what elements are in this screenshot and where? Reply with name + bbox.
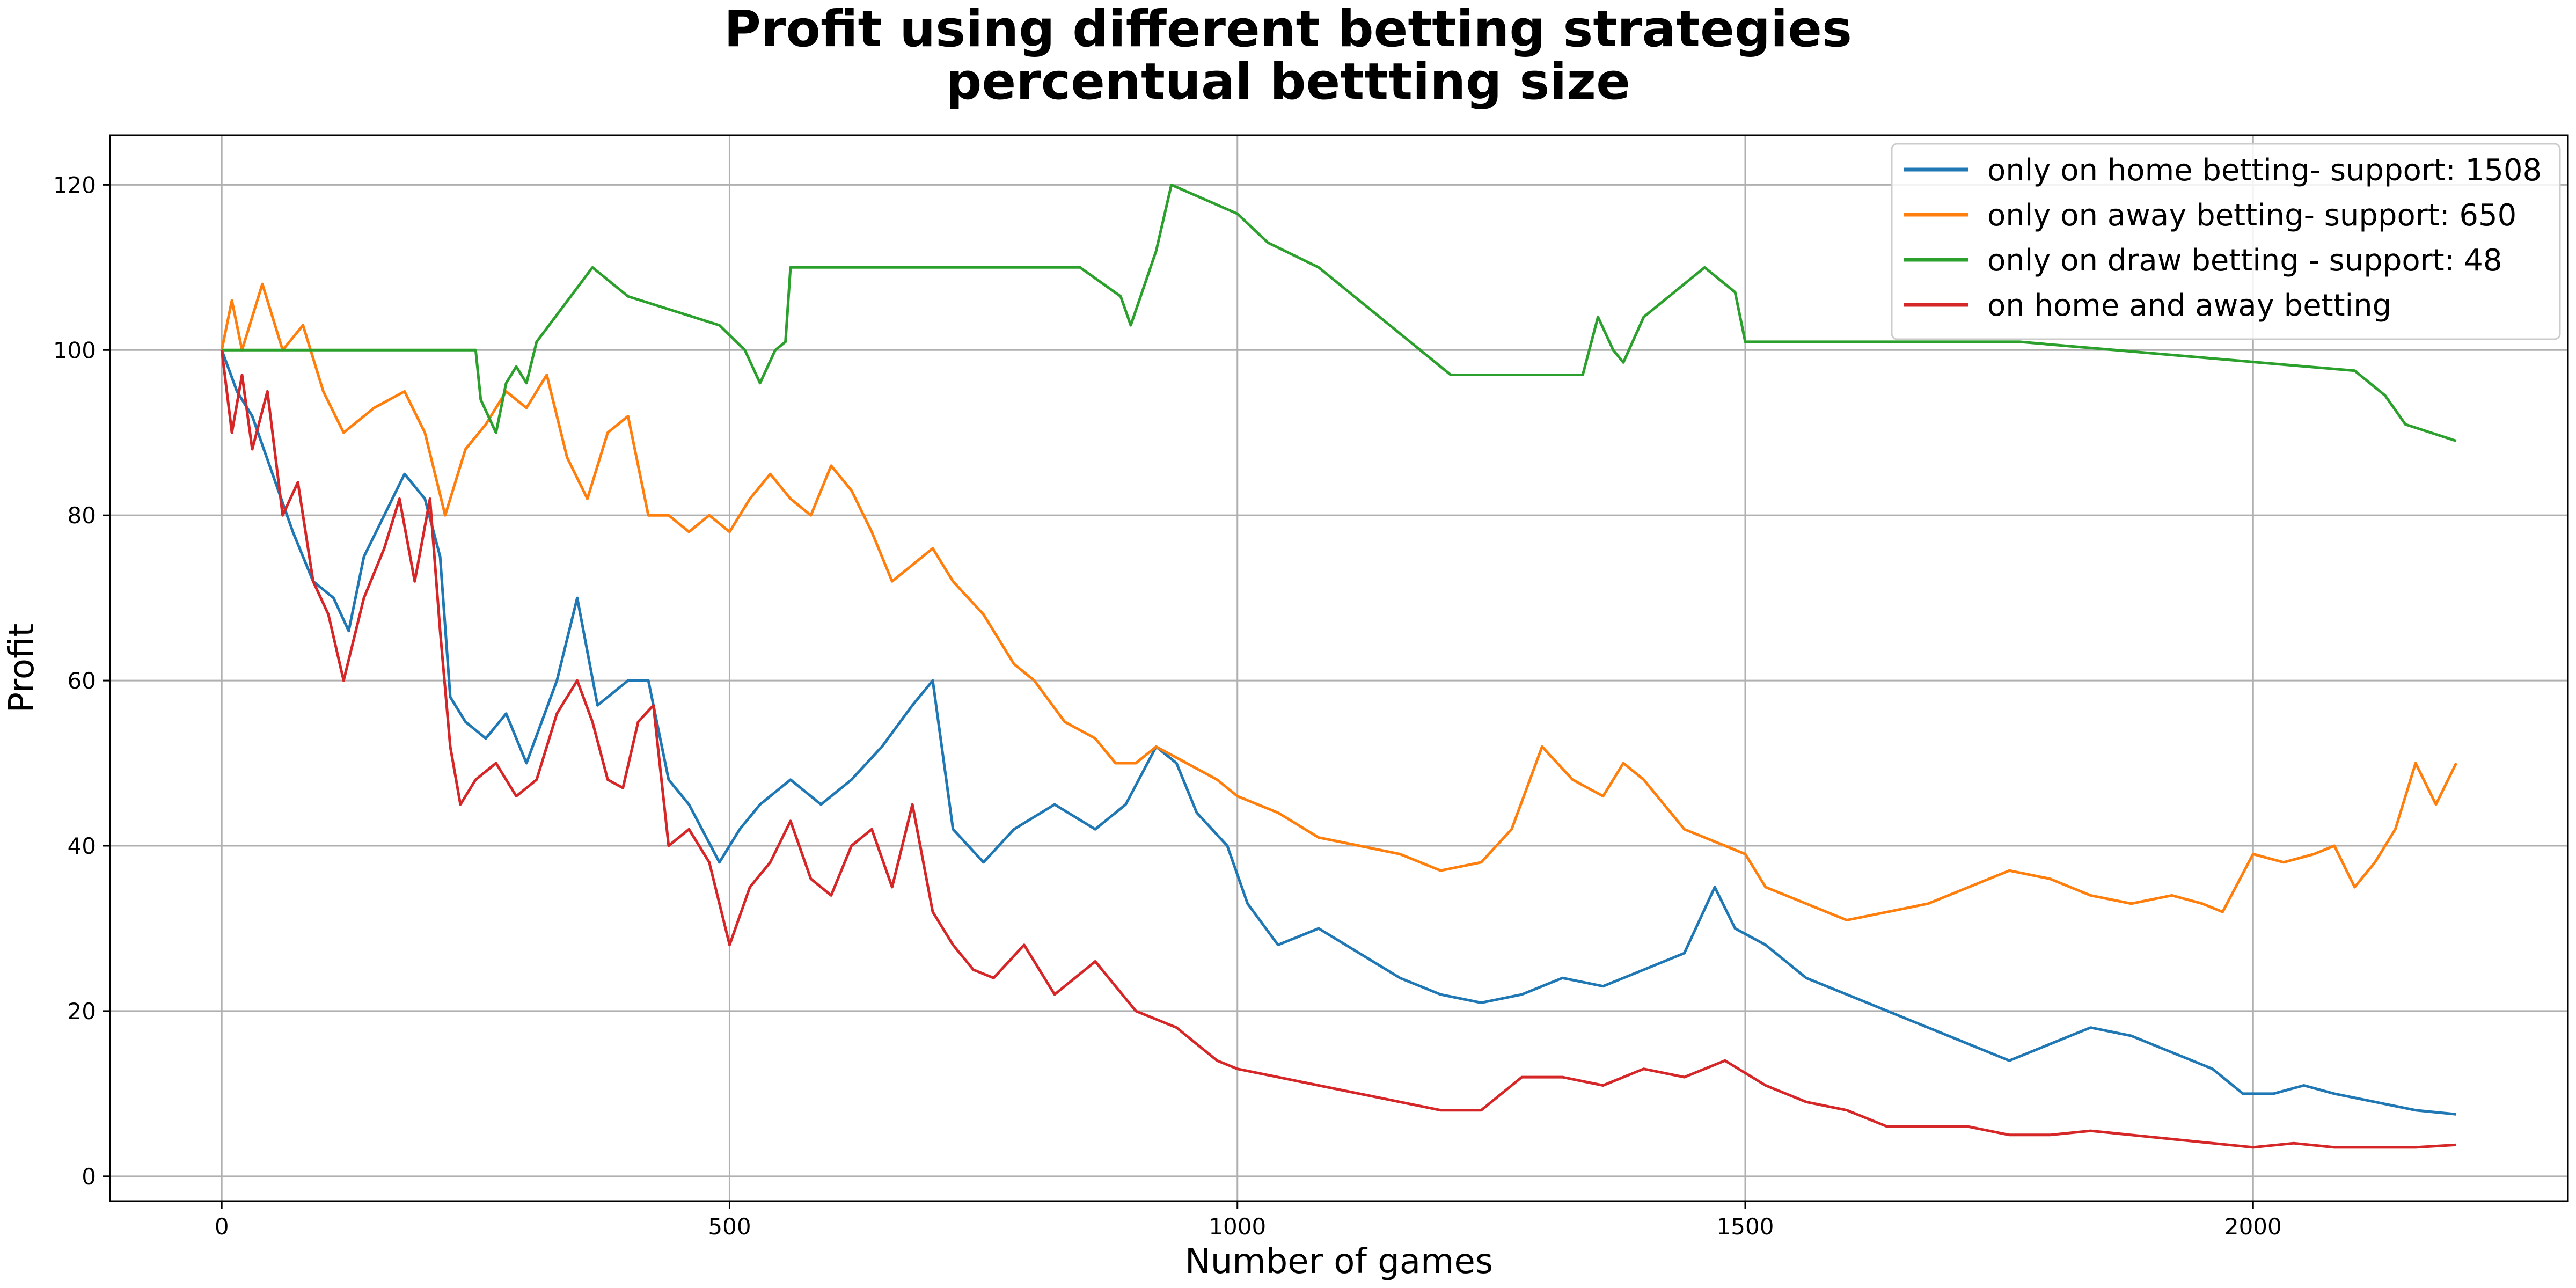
x-tick-label: 0 (215, 1213, 229, 1240)
series-line-3 (222, 183, 2457, 442)
y-tick-label: 40 (68, 833, 96, 859)
chart-subtitle: percentual bettting size (946, 53, 1630, 111)
y-axis: 0 20 40 60 80 100 120 (53, 172, 110, 1190)
y-tick-label: 80 (68, 502, 96, 529)
series-lines (220, 183, 2458, 1149)
plot-frame (109, 134, 2569, 1202)
legend-label: on home and away betting (1987, 288, 2391, 323)
y-tick-label: 20 (68, 998, 96, 1024)
legend-box (1891, 143, 2561, 340)
legend: only on home betting- support: 1508 only … (1891, 143, 2561, 340)
y-tick-label: 0 (82, 1163, 96, 1190)
x-axis-label: Number of games (1185, 1242, 1493, 1282)
legend-label: only on draw betting - support: 48 (1987, 243, 2502, 278)
chart-title: Profit using different betting strategie… (724, 0, 1852, 58)
x-tick-label: 500 (708, 1213, 751, 1240)
series-line-2 (220, 282, 2458, 922)
x-tick-label: 1500 (1717, 1213, 1774, 1240)
y-tick-label: 100 (53, 337, 96, 363)
series-line-4 (220, 349, 2456, 1149)
x-axis: 0 500 1000 1500 2000 (215, 1201, 2282, 1240)
series-line-1 (220, 349, 2457, 1116)
legend-label: only on away betting- support: 650 (1987, 198, 2516, 233)
y-axis-label: Profit (2, 624, 42, 713)
x-tick-label: 2000 (2224, 1213, 2282, 1240)
legend-label: only on home betting- support: 1508 (1987, 153, 2542, 188)
y-tick-label: 60 (68, 668, 96, 694)
x-tick-label: 1000 (1209, 1213, 1266, 1240)
y-tick-label: 120 (53, 172, 96, 198)
